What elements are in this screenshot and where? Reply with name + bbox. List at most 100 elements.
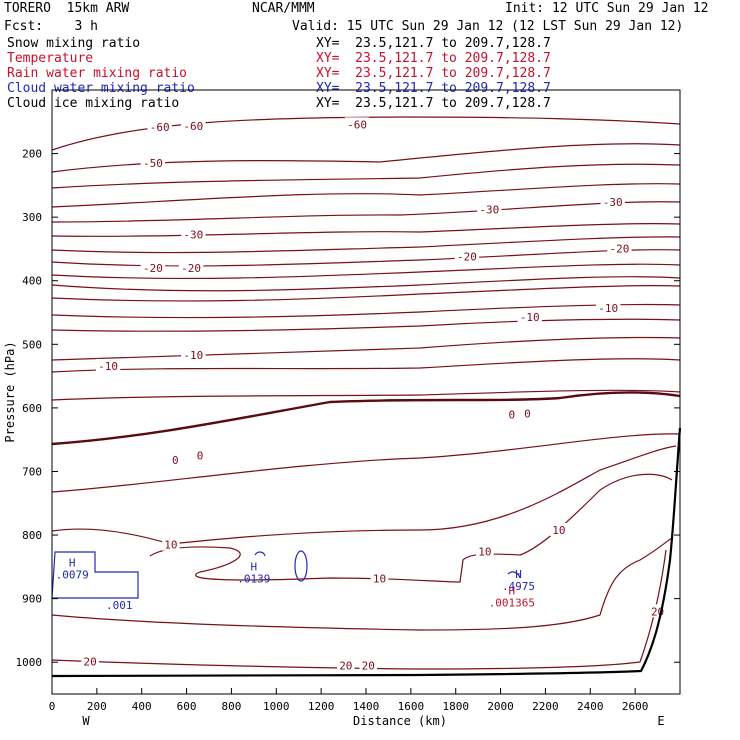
contour-label-bg [169, 453, 181, 467]
field-cloudwater-xy: XY= 23.5,121.7 to 209.7,128.7 [316, 81, 551, 96]
temperature-contours [51, 116, 681, 670]
field-temperature-name: Temperature [7, 51, 94, 66]
contour-label-bg [596, 301, 621, 315]
x-tick-label: 800 [221, 700, 241, 713]
y-tick-label: 600 [22, 402, 42, 415]
x-tick-label: 1000 [263, 700, 290, 713]
temperature-contour-label: -10 [183, 349, 203, 362]
x-tick-label: 2400 [577, 700, 604, 713]
contour-label-bg [95, 358, 121, 372]
x-axis-label: Distance (km) [353, 714, 447, 728]
field-cloudice-xy: XY= 23.5,121.7 to 209.7,128.7 [316, 96, 551, 111]
cloud-water-contour [507, 571, 521, 579]
x-tick-label: 400 [132, 700, 152, 713]
isotherm-line [51, 549, 667, 670]
temperature-contour-label: -10 [98, 360, 118, 373]
isotherm-line [51, 201, 681, 223]
y-tick-label: 200 [22, 148, 42, 161]
temperature-contour-label: -60 [150, 121, 170, 134]
isotherm-line [51, 163, 681, 189]
contour-label-bg [81, 654, 99, 668]
contour-label-bg [476, 544, 494, 558]
y-tick-label: 1000 [16, 656, 43, 669]
contour-label-bg [194, 448, 206, 462]
isotherm-line [51, 116, 681, 151]
temperature-contour-label: 0 [508, 408, 515, 421]
isotherm-line [51, 358, 681, 373]
x-tick-label: 1800 [442, 700, 469, 713]
temperature-contour-label: 0 [197, 450, 204, 463]
maximum-value: .001 [106, 599, 133, 612]
model-title: TORERO 15km ARW [4, 1, 130, 16]
x-tick-label: 1400 [353, 700, 380, 713]
temperature-contour-label: -30 [479, 204, 499, 217]
y-tick-label: 300 [22, 211, 42, 224]
field-cloudwater-name: Cloud water mixing ratio [7, 81, 195, 96]
center-label: NCAR/MMM [252, 1, 315, 16]
x-tick-label: 2600 [622, 700, 649, 713]
field-rain-xy: XY= 23.5,121.7 to 209.7,128.7 [316, 66, 551, 81]
isotherm-line [51, 445, 677, 545]
temperature-contour-label: -10 [598, 302, 618, 315]
plot-frame [51, 89, 681, 695]
contour-label-bg [607, 241, 632, 255]
field-temperature-xy: XY= 23.5,121.7 to 209.7,128.7 [316, 51, 551, 66]
temperature-contour-label: -20 [143, 262, 163, 275]
y-tick-label: 400 [22, 275, 42, 288]
valid-time: Valid: 15 UTC Sun 29 Jan 12 (12 LST Sun … [292, 19, 684, 34]
contour-label-bg [344, 117, 370, 131]
isotherm-line [51, 285, 681, 302]
temperature-contour-label: 20 [84, 656, 97, 669]
terrain-line [51, 427, 682, 678]
isotherm-line [149, 473, 673, 583]
maximum-marker: H [515, 568, 522, 581]
y-tick-label: 500 [22, 338, 42, 351]
contour-label-bg [477, 202, 502, 216]
temperature-contour-label: 20 [362, 659, 375, 672]
isotherm-line [51, 336, 681, 361]
maximum-value: .001365 [489, 596, 535, 609]
maximum-value: .4975 [502, 580, 535, 593]
isotherm-line [51, 236, 681, 254]
contour-label-bg [140, 261, 166, 275]
temperature-contour-label: -20 [610, 242, 630, 255]
temperature-contour-label: 10 [373, 572, 386, 585]
cloud-water-contour [294, 550, 308, 582]
isotherm-line [51, 303, 681, 319]
temperature-contour-label: -20 [457, 251, 477, 264]
cloud-water-contour [254, 551, 266, 557]
x-tick-label: 200 [87, 700, 107, 713]
x-tick-label: 1600 [398, 700, 425, 713]
field-rain-name: Rain water mixing ratio [7, 66, 188, 81]
contour-label-bg [550, 522, 568, 536]
contour-label-bg [181, 348, 206, 362]
maximum-value: .0139 [237, 572, 270, 585]
contour-label-bg [517, 309, 542, 323]
contour-label-bg [147, 119, 172, 133]
east-end-label: E [657, 714, 664, 728]
y-tick-label: 900 [22, 593, 42, 606]
x-tick-label: 600 [177, 700, 197, 713]
contour-label-bg [454, 249, 480, 263]
temperature-contour-label: -60 [183, 120, 203, 133]
temperature-contour-label: -50 [143, 157, 163, 170]
contour-label-bg [178, 261, 204, 275]
maximum-marker: H [69, 556, 76, 569]
contour-label-bg [337, 658, 355, 672]
isotherm-line [51, 276, 681, 292]
maximum-marker: H [508, 584, 515, 597]
field-snow-name: Snow mixing ratio [7, 36, 141, 51]
contour-label-bg [162, 537, 180, 551]
temperature-contour-label: 0 [172, 454, 179, 467]
isotherm-line [51, 433, 681, 493]
temperature-contour-label: 10 [552, 524, 565, 537]
init-time: Init: 12 UTC Sun 29 Jan 12 [505, 1, 709, 16]
field-snow-xy: XY= 23.5,121.7 to 209.7,128.7 [316, 36, 551, 51]
y-tick-label: 700 [22, 465, 42, 478]
maximum-marker: H [251, 560, 258, 573]
field-cloudice-name: Cloud ice mixing ratio [7, 96, 180, 111]
temperature-contour-label: 0 [524, 408, 531, 421]
contour-label-bg [600, 194, 625, 208]
isotherm-line [51, 183, 681, 208]
